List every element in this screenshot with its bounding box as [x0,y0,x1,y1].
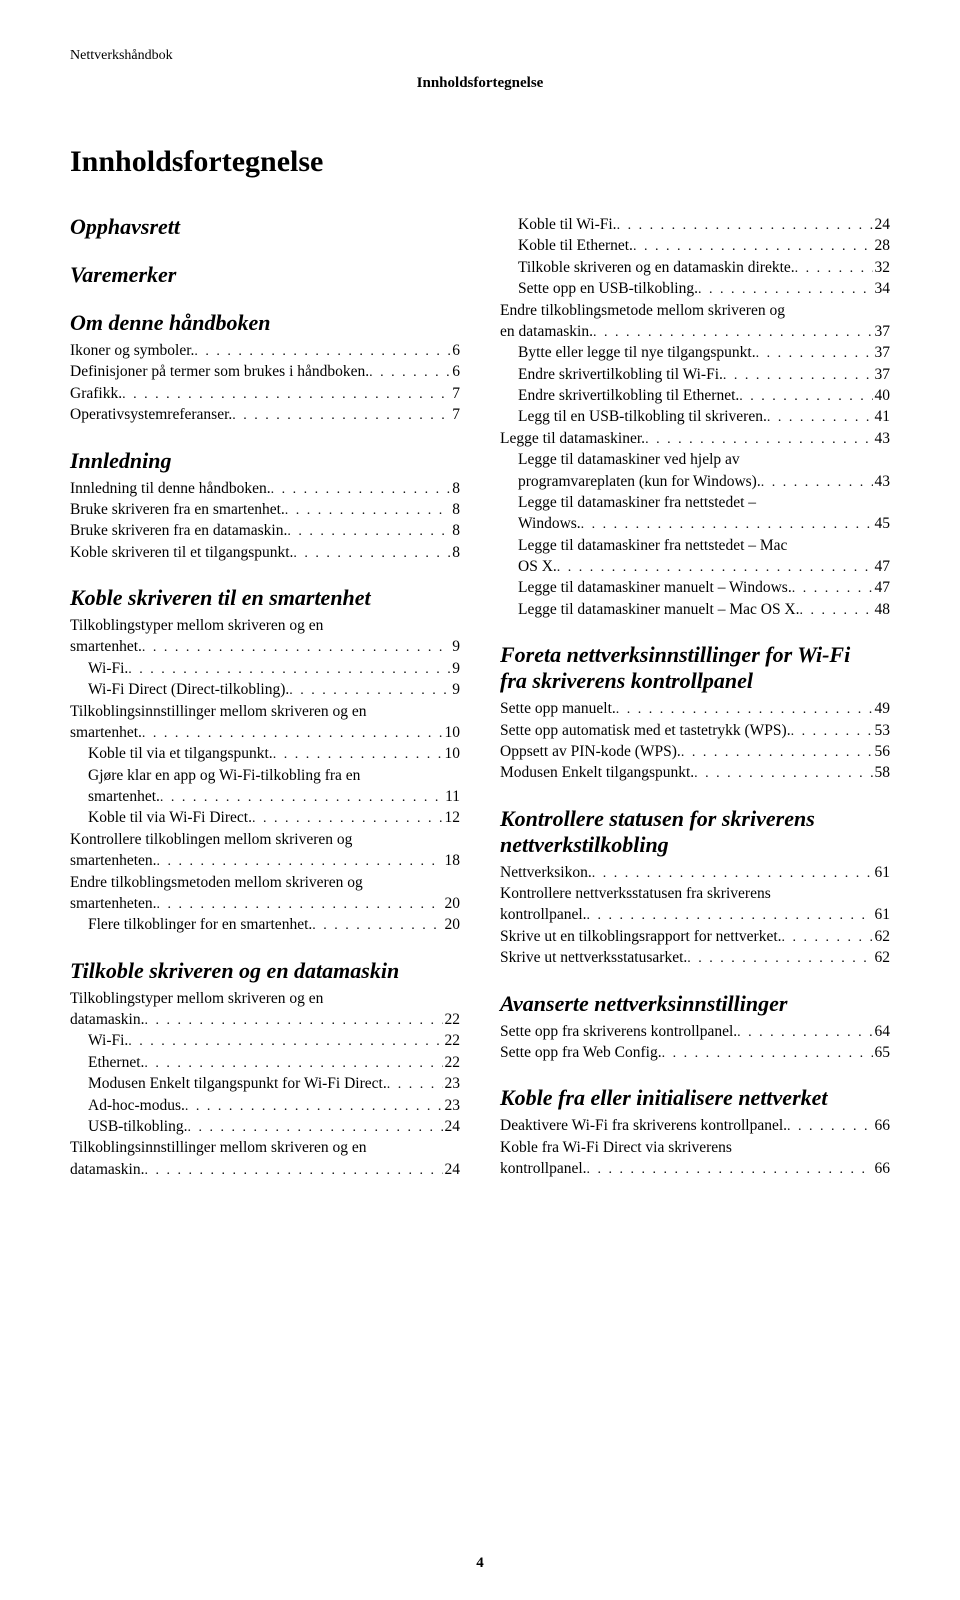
toc-entry[interactable]: smartenheten.18 [70,850,460,871]
section-line: nettverkstilkobling [500,832,669,857]
toc-entry[interactable]: Koble til Wi-Fi.24 [500,214,890,235]
toc-entry[interactable]: smartenheten.20 [70,893,460,914]
toc-entry[interactable]: Sette opp automatisk med et tastetrykk (… [500,720,890,741]
toc-left-column: Opphavsrett Varemerker Om denne håndboke… [70,214,460,1180]
running-header-center: Innholdsfortegnelse [417,75,544,92]
toc-entry[interactable]: Skrive ut nettverksstatusarket.62 [500,947,890,968]
toc-columns: Opphavsrett Varemerker Om denne håndboke… [70,214,890,1180]
toc-entry[interactable]: datamaskin.22 [70,1009,460,1030]
toc-entry[interactable]: Koble skriveren til et tilgangspunkt.8 [70,542,460,563]
toc-entry[interactable]: smartenhet.10 [70,722,460,743]
toc-entry[interactable]: Koble til via et tilgangspunkt.10 [70,743,460,764]
toc-entry[interactable]: Bruke skriveren fra en datamaskin.8 [70,520,460,541]
toc-entry[interactable]: en datamaskin.37 [500,321,890,342]
toc-entry[interactable]: Windows.45 [500,513,890,534]
toc-entry[interactable]: kontrollpanel.61 [500,904,890,925]
toc-entry[interactable]: Endre skrivertilkobling til Ethernet.40 [500,385,890,406]
toc-entry[interactable]: Bruke skriveren fra en smartenhet.8 [70,499,460,520]
toc-entry[interactable]: Modusen Enkelt tilgangspunkt for Wi-Fi D… [70,1073,460,1094]
toc-entry[interactable]: Legge til datamaskiner manuelt – Mac OS … [500,599,890,620]
toc-entry[interactable]: Legge til datamaskiner manuelt – Windows… [500,577,890,598]
toc-entry[interactable]: smartenhet.11 [70,786,460,807]
toc-entry[interactable]: Modusen Enkelt tilgangspunkt.58 [500,762,890,783]
toc-entry[interactable]: Ethernet.22 [70,1052,460,1073]
toc-entry[interactable]: Koble til Ethernet.28 [500,235,890,256]
toc-entry[interactable]: Sette opp fra Web Config.65 [500,1042,890,1063]
toc-entry[interactable]: Nettverksikon.61 [500,862,890,883]
toc-right-column: Koble til Wi-Fi.24 Koble til Ethernet.28… [500,214,890,1180]
section-kontrollere-status[interactable]: Kontrollere statusen for skriverens nett… [500,806,890,858]
section-avanserte[interactable]: Avanserte nettverksinnstillinger [500,991,890,1017]
section-line: fra skriverens kontrollpanel [500,668,753,693]
toc-entry[interactable]: Sette opp fra skriverens kontrollpanel.6… [500,1021,890,1042]
section-opphavsrett[interactable]: Opphavsrett [70,214,460,240]
toc-entry[interactable]: Innledning til denne håndboken.8 [70,478,460,499]
toc-entry-wrap-start[interactable]: Tilkoblingsinnstillinger mellom skrivere… [70,701,460,722]
toc-entry-wrap-start[interactable]: Kontrollere nettverksstatusen fra skrive… [500,883,890,904]
toc-entry[interactable]: Sette opp en USB-tilkobling.34 [500,278,890,299]
section-koble-fra[interactable]: Koble fra eller initialisere nettverket [500,1085,890,1111]
toc-entry-wrap-start[interactable]: Kontrollere tilkoblingen mellom skrivere… [70,829,460,850]
toc-entry-wrap-start[interactable]: Tilkoblingstyper mellom skriveren og en [70,988,460,1009]
section-koble-smartenhet[interactable]: Koble skriveren til en smartenhet [70,585,460,611]
toc-entry-wrap-start[interactable]: Legge til datamaskiner fra nettstedet – [500,492,890,513]
toc-entry[interactable]: Wi-Fi Direct (Direct-tilkobling).9 [70,679,460,700]
section-varemerker[interactable]: Varemerker [70,262,460,288]
toc-entry[interactable]: Flere tilkoblinger for en smartenhet.20 [70,914,460,935]
toc-entry[interactable]: Ad-hoc-modus.23 [70,1095,460,1116]
section-line: Foreta nettverksinnstillinger for Wi-Fi [500,642,850,667]
toc-entry-wrap-start[interactable]: Tilkoblingstyper mellom skriveren og en [70,615,460,636]
toc-entry[interactable]: Koble til via Wi-Fi Direct.12 [70,807,460,828]
toc-entry-wrap-start[interactable]: Tilkoblingsinnstillinger mellom skrivere… [70,1137,460,1158]
toc-entry-wrap-start[interactable]: Endre tilkoblingsmetoden mellom skrivere… [70,872,460,893]
section-innledning[interactable]: Innledning [70,448,460,474]
running-header-left: Nettverkshåndbok [70,48,173,64]
toc-entry[interactable]: Sette opp manuelt.49 [500,698,890,719]
toc-entry[interactable]: Tilkoble skriveren og en datamaskin dire… [500,257,890,278]
toc-entry[interactable]: datamaskin.24 [70,1159,460,1180]
toc-entry-wrap-start[interactable]: Legge til datamaskiner fra nettstedet – … [500,535,890,556]
section-om-denne[interactable]: Om denne håndboken [70,310,460,336]
toc-entry[interactable]: Definisjoner på termer som brukes i hånd… [70,361,460,382]
section-line: Kontrollere statusen for skriverens [500,806,815,831]
toc-entry[interactable]: USB-tilkobling.24 [70,1116,460,1137]
toc-entry[interactable]: kontrollpanel.66 [500,1158,890,1179]
toc-entry[interactable]: Skrive ut en tilkoblingsrapport for nett… [500,926,890,947]
toc-entry[interactable]: Wi-Fi.22 [70,1030,460,1051]
toc-entry[interactable]: Oppsett av PIN-kode (WPS).56 [500,741,890,762]
page-number: 4 [476,1555,484,1572]
toc-entry[interactable]: Wi-Fi.9 [70,658,460,679]
toc-entry[interactable]: OS X.47 [500,556,890,577]
toc-entry[interactable]: smartenhet.9 [70,636,460,657]
toc-entry-wrap-start[interactable]: Endre tilkoblingsmetode mellom skriveren… [500,300,890,321]
toc-entry-wrap-start[interactable]: Legge til datamaskiner ved hjelp av [500,449,890,470]
toc-entry[interactable]: Deaktivere Wi-Fi fra skriverens kontroll… [500,1115,890,1136]
toc-entry[interactable]: Grafikk.7 [70,383,460,404]
toc-entry-wrap-start[interactable]: Koble fra Wi-Fi Direct via skriverens [500,1137,890,1158]
section-foreta-nettverk[interactable]: Foreta nettverksinnstillinger for Wi-Fi … [500,642,890,694]
toc-entry[interactable]: Legge til datamaskiner.43 [500,428,890,449]
toc-entry[interactable]: Operativsystemreferanser.7 [70,404,460,425]
toc-entry-wrap-start[interactable]: Gjøre klar en app og Wi-Fi-tilkobling fr… [70,765,460,786]
toc-entry[interactable]: Endre skrivertilkobling til Wi-Fi.37 [500,364,890,385]
toc-entry[interactable]: Ikoner og symboler.6 [70,340,460,361]
section-tilkoble-datamaskin[interactable]: Tilkoble skriveren og en datamaskin [70,958,460,984]
page-title: Innholdsfortegnelse [70,145,890,179]
toc-entry[interactable]: Bytte eller legge til nye tilgangspunkt.… [500,342,890,363]
toc-entry[interactable]: Legg til en USB-tilkobling til skriveren… [500,406,890,427]
toc-entry[interactable]: programvareplaten (kun for Windows).43 [500,471,890,492]
